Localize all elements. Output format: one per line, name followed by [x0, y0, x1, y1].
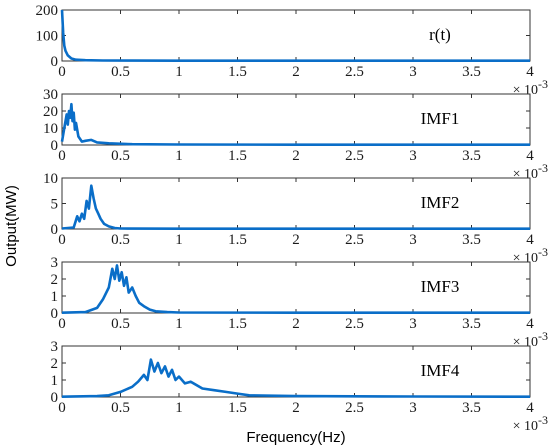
x-tick-label: 3	[409, 316, 417, 332]
y-tick-label: 5	[51, 197, 59, 213]
y-tick-label: 0	[51, 138, 59, 154]
y-tick-label: 3	[51, 255, 59, 271]
x-tick-label: 2.5	[345, 316, 364, 332]
x-tick-label: 1.5	[228, 148, 247, 164]
x-tick-label: 3.5	[462, 400, 481, 416]
x-tick-label: 0	[58, 148, 66, 164]
x-tick-label: 2.5	[345, 64, 364, 80]
x-tick-label: 2.5	[345, 400, 364, 416]
y-tick-label: 200	[36, 3, 59, 19]
x-tick-label: 0.5	[111, 400, 130, 416]
panel-frame	[61, 345, 531, 398]
panel-frame	[61, 93, 531, 146]
x-tick-label: 3.5	[462, 64, 481, 80]
x-tick-label: 1.5	[228, 316, 247, 332]
x-exponent-label: × 10-3	[513, 413, 548, 434]
panel-label: IMF3	[421, 277, 460, 296]
x-tick-label: 3.5	[462, 316, 481, 332]
y-tick-label: 1	[51, 289, 59, 305]
y-tick-label: 2	[51, 272, 59, 288]
panel-frame	[61, 177, 531, 230]
panel-label: IMF4	[421, 361, 460, 380]
y-tick-label: 0	[51, 54, 59, 70]
x-tick-label: 3.5	[462, 232, 481, 248]
x-tick-label: 4	[526, 316, 534, 332]
x-tick-label: 4	[526, 232, 534, 248]
x-axis-label: Frequency(Hz)	[246, 429, 345, 446]
y-tick-label: 20	[43, 104, 58, 120]
y-tick-label: 10	[43, 121, 58, 137]
x-tick-label: 0	[58, 64, 66, 80]
x-tick-label: 0.5	[111, 316, 130, 332]
x-tick-label: 4	[526, 64, 534, 80]
x-tick-label: 0	[58, 400, 66, 416]
x-tick-label: 0	[58, 232, 66, 248]
x-tick-label: 4	[526, 148, 534, 164]
x-tick-label: 1	[175, 64, 183, 80]
x-tick-label: 2.5	[345, 232, 364, 248]
x-tick-label: 2	[292, 316, 300, 332]
x-tick-label: 1	[175, 148, 183, 164]
x-tick-label: 4	[526, 400, 534, 416]
x-tick-label: 3	[409, 64, 417, 80]
x-tick-label: 3	[409, 232, 417, 248]
x-tick-label: 0.5	[111, 64, 130, 80]
x-tick-label: 1	[175, 232, 183, 248]
y-tick-label: 30	[43, 87, 58, 103]
series-line	[61, 184, 530, 230]
x-tick-label: 1.5	[228, 400, 247, 416]
y-tick-label: 2	[51, 356, 59, 372]
panel-frame	[61, 9, 531, 62]
x-tick-label: 1.5	[228, 232, 247, 248]
series-line	[61, 358, 531, 399]
series-line	[60, 9, 530, 63]
y-tick-label: 0	[51, 222, 59, 238]
x-tick-label: 1.5	[228, 64, 247, 80]
x-tick-label: 2	[292, 64, 300, 80]
series-line	[60, 102, 530, 146]
series-line	[61, 264, 530, 315]
x-tick-label: 3	[409, 400, 417, 416]
y-tick-label: 0	[51, 390, 59, 406]
y-axis-label: Output(MW)	[3, 185, 20, 267]
x-tick-label: 3.5	[462, 148, 481, 164]
x-tick-label: 1	[175, 400, 183, 416]
x-tick-label: 2	[292, 148, 300, 164]
y-tick-label: 3	[51, 339, 59, 355]
panel-label: r(t)	[429, 25, 451, 44]
x-tick-label: 2.5	[345, 148, 364, 164]
x-tick-label: 1	[175, 316, 183, 332]
y-tick-label: 0	[51, 306, 59, 322]
x-tick-label: 0	[58, 316, 66, 332]
x-tick-label: 2	[292, 400, 300, 416]
panel-label: IMF2	[421, 193, 460, 212]
x-tick-label: 3	[409, 148, 417, 164]
y-tick-label: 1	[51, 373, 59, 389]
x-tick-label: 0.5	[111, 148, 130, 164]
panel-label: IMF1	[421, 109, 460, 128]
x-tick-label: 2	[292, 232, 300, 248]
y-tick-label: 10	[43, 171, 58, 187]
x-tick-label: 0.5	[111, 232, 130, 248]
y-tick-label: 100	[36, 29, 59, 45]
